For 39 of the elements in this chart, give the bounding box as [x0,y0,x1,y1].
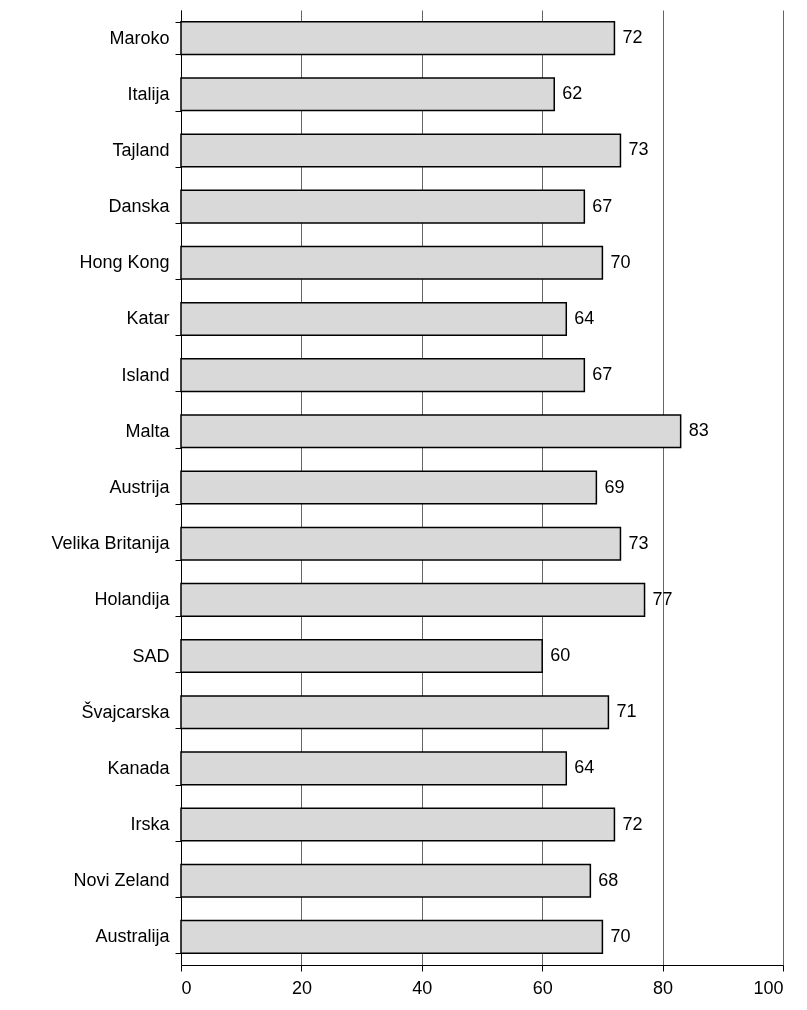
x-tick-label: 80 [653,977,674,998]
data-label: 67 [592,195,613,216]
y-tick-label: SAD [132,645,170,666]
data-label: 72 [622,813,643,834]
data-label: 69 [604,476,625,497]
data-label: 64 [574,757,595,778]
data-label: 83 [688,420,709,441]
data-label: 64 [574,307,595,328]
y-tick-label: Katar [126,308,170,329]
y-tick-label: Austrija [109,477,171,497]
x-tick-label: 100 [753,977,784,998]
y-tick-label: Danska [108,196,171,217]
y-tick-label: Holandija [94,589,171,610]
data-label: 72 [622,27,643,48]
y-tick-label: Australija [95,926,171,947]
x-tick-label: 0 [181,977,192,998]
data-label: 68 [598,869,619,890]
y-tick-label: Italija [127,83,171,104]
data-label: 70 [610,251,631,272]
data-label: 60 [550,645,571,666]
data-label: 67 [592,364,613,385]
y-tick-label: Švajcarska [81,700,171,722]
x-tick-label: 60 [532,977,553,998]
data-label: 71 [616,701,637,722]
y-tick-label: Novi Zeland [73,870,170,891]
y-tick-label: Kanada [107,757,171,778]
y-tick-label: Tajland [112,139,170,160]
x-tick-label: 40 [412,977,433,998]
y-tick-label: Hong Kong [79,252,170,273]
data-label: 73 [628,139,649,160]
y-tick-label: Island [121,364,170,385]
data-label: 73 [628,532,649,553]
y-tick-label: Velika Britanija [51,533,171,554]
data-label: 70 [610,925,631,946]
data-label: 62 [562,83,583,104]
y-tick-label: Irska [130,814,171,835]
y-tick-label: Malta [125,420,171,441]
y-tick-label: Maroko [109,27,170,48]
x-tick-label: 20 [291,977,312,998]
